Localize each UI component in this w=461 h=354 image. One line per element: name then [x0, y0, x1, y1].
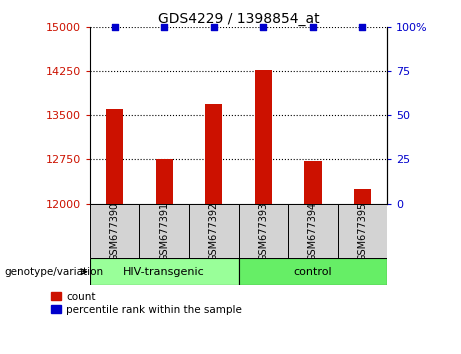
- Bar: [354, 189, 371, 204]
- Bar: [189, 204, 239, 258]
- Bar: [139, 204, 189, 258]
- Text: GSM677395: GSM677395: [357, 201, 367, 261]
- Bar: [90, 258, 239, 285]
- Text: GSM677392: GSM677392: [209, 201, 219, 261]
- Point: [160, 24, 168, 29]
- Text: GSM677393: GSM677393: [258, 201, 268, 261]
- Bar: [254, 70, 272, 204]
- Point: [359, 24, 366, 29]
- Bar: [106, 109, 124, 204]
- Bar: [239, 204, 288, 258]
- Title: GDS4229 / 1398854_at: GDS4229 / 1398854_at: [158, 12, 319, 25]
- Bar: [155, 159, 173, 204]
- Text: HIV-transgenic: HIV-transgenic: [124, 267, 205, 277]
- Point: [210, 24, 218, 29]
- Point: [309, 24, 317, 29]
- Bar: [288, 204, 337, 258]
- Point: [260, 24, 267, 29]
- Text: GSM677390: GSM677390: [110, 201, 120, 261]
- Text: GSM677394: GSM677394: [308, 201, 318, 261]
- Legend: count, percentile rank within the sample: count, percentile rank within the sample: [51, 292, 242, 315]
- Bar: [337, 204, 387, 258]
- Point: [111, 24, 118, 29]
- Bar: [205, 104, 223, 204]
- Bar: [90, 204, 139, 258]
- Bar: [304, 161, 322, 204]
- Bar: [239, 258, 387, 285]
- Text: genotype/variation: genotype/variation: [5, 267, 104, 277]
- Text: control: control: [294, 267, 332, 277]
- Text: GSM677391: GSM677391: [159, 201, 169, 261]
